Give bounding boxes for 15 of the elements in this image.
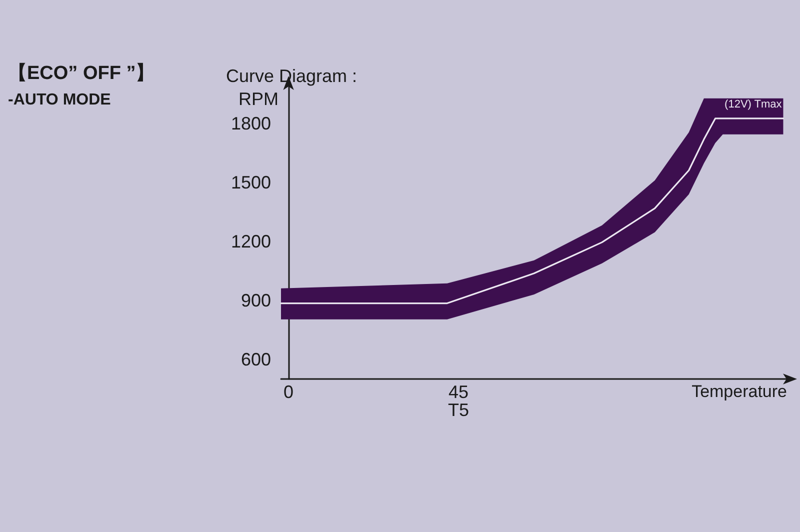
annotation: (12V) Tmax — [724, 98, 782, 110]
x-tick-label: 45 — [448, 382, 468, 402]
y-tick-label: 1500 — [230, 172, 271, 192]
text: -AUTO MODE — [8, 92, 112, 108]
chart-title: Curve Diagram : — [226, 66, 358, 86]
y-tick-label: 900 — [240, 290, 271, 310]
y-tick-label: 600 — [240, 349, 271, 370]
y-axis-title: RPM — [238, 89, 279, 109]
y-tick-label: 1200 — [230, 231, 271, 252]
x-axis-title: Temperature — [692, 382, 787, 401]
y-tick-label: 1800 — [230, 113, 271, 134]
x-tick-label: 0 — [284, 382, 294, 402]
line-series — [280, 118, 784, 304]
text: 【ECO” OFF ”】 — [8, 62, 155, 84]
text: T5 — [448, 400, 469, 420]
